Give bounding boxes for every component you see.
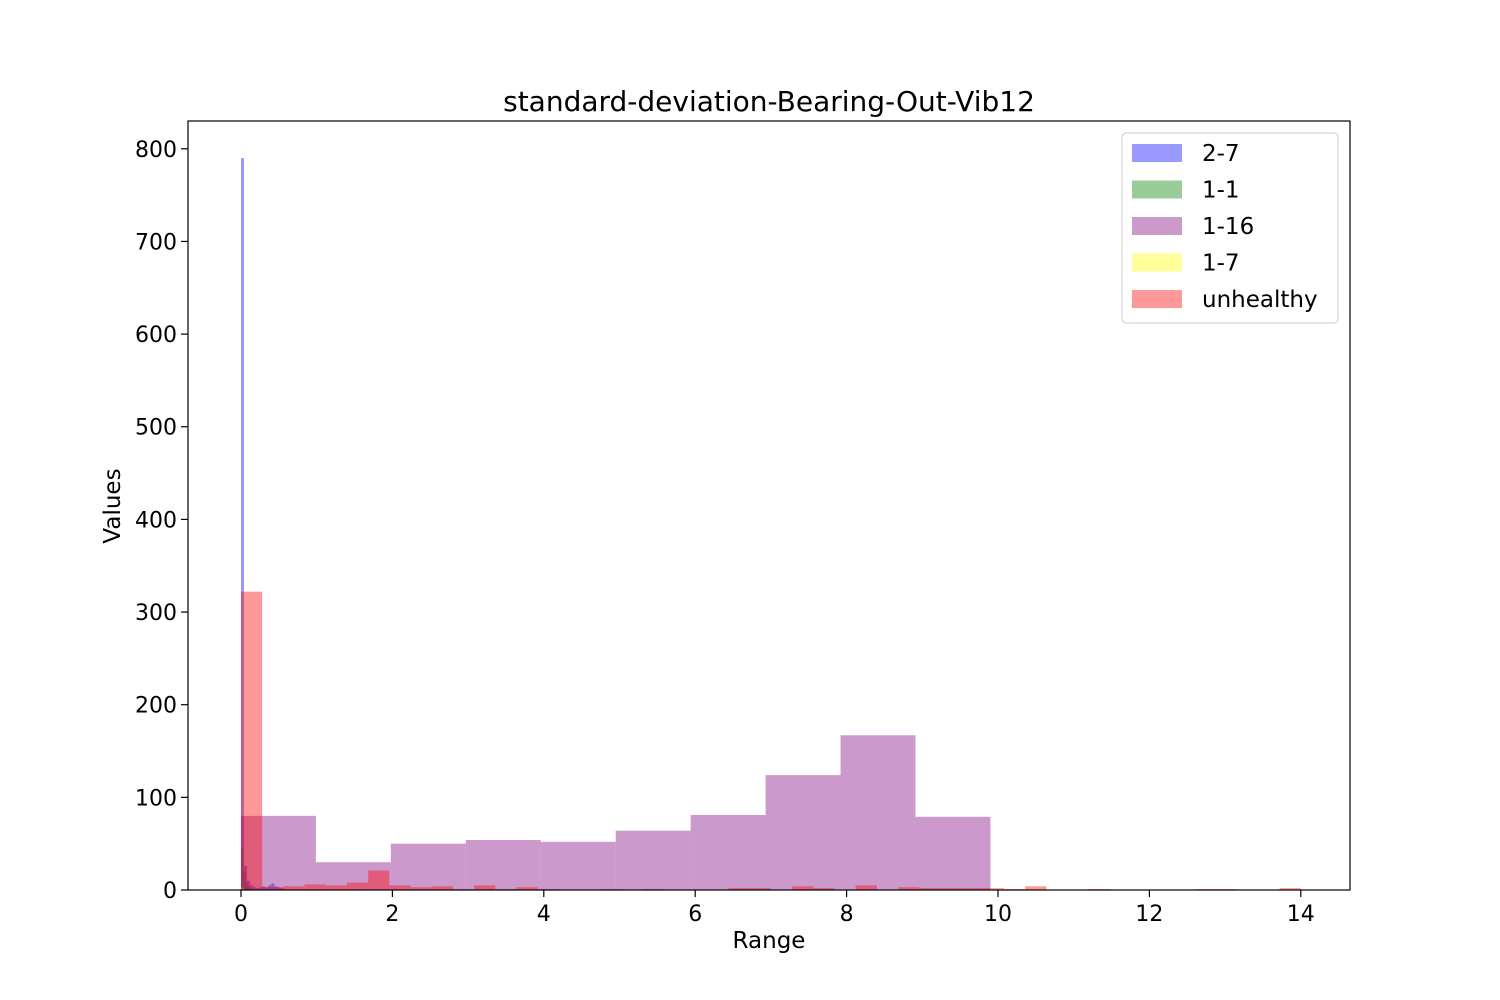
chart-title: standard-deviation-Bearing-Out-Vib12 [503,85,1035,118]
series-1-1 [240,848,253,890]
bar-unhealthy-0 [240,591,263,890]
legend-swatch-unhealthy [1132,290,1182,308]
bar-unhealthy-3 [304,884,326,890]
bar-1-16-2 [390,843,466,890]
bar-unhealthy-17 [728,888,750,890]
bar-unhealthy-19 [792,886,814,890]
bar-2-7-4 [253,887,257,890]
y-tick-label: 800 [135,138,177,163]
y-axis-label: Values [100,468,126,543]
bar-1-7-1 [242,888,245,890]
y-tick-label: 200 [135,694,177,719]
bars-layer [240,158,1301,890]
bar-1-16-0 [240,815,316,890]
x-tick-label: 10 [984,902,1012,927]
plot-frame [187,120,1351,891]
bar-unhealthy-21 [855,885,877,890]
bar-1-16-1 [315,862,391,890]
bar-1-1-4 [250,888,253,890]
bar-unhealthy-28 [1025,886,1047,890]
bar-unhealthy-1 [262,887,284,890]
legend-box [1121,132,1339,324]
bar-1-1-0 [240,848,244,890]
series-1-16 [240,735,991,890]
bar-2-7-10 [271,883,275,890]
bar-2-7-3 [250,885,254,890]
bar-unhealthy-11 [474,885,496,890]
bar-unhealthy-7 [389,885,411,890]
series-2-7 [240,158,284,890]
bar-unhealthy-13 [516,887,538,890]
bar-1-16-8 [840,735,916,890]
legend-swatch-2-7 [1132,144,1182,162]
y-tick-label: 0 [163,879,177,904]
bar-2-7-6 [259,887,263,890]
legend-label-1-1: 1-1 [1202,178,1240,204]
bar-unhealthy-26 [982,888,1005,890]
y-tick-label: 300 [135,601,177,626]
bar-2-7-7 [262,886,266,890]
bar-unhealthy-20 [813,888,835,890]
bar-unhealthy-32 [1279,888,1301,890]
bar-1-7-0 [240,887,243,890]
bar-2-7-1 [244,865,248,890]
bar-2-7-2 [247,880,251,890]
series-1-7 [240,887,245,890]
bar-2-7-9 [268,885,272,890]
bar-2-7-12 [277,887,281,890]
bar-unhealthy-5 [346,882,369,890]
y-axis-ticks: 0 100 200 300 400 500 600 700 800 [135,138,188,904]
y-tick-label: 100 [135,786,177,811]
bar-1-16-3 [465,839,541,890]
bar-unhealthy-25 [961,888,983,890]
bar-1-1-2 [245,882,248,890]
bar-2-7-8 [265,887,269,890]
bar-unhealthy-8 [410,887,432,890]
x-tick-label: 2 [385,902,399,927]
bar-unhealthy-24 [940,888,962,890]
x-axis-ticks: 0 2 4 6 8 10 12 14 [234,890,1315,927]
y-tick-label: 600 [135,323,177,348]
bar-2-7-5 [256,888,260,890]
legend-swatch-1-1 [1132,180,1182,199]
legend-items: 2-7 1-1 1-16 1-7 unhealthy [1132,141,1318,313]
x-tick-label: 6 [688,902,702,927]
bar-1-16-9 [915,816,991,890]
legend-label-1-16: 1-16 [1202,214,1254,240]
bar-unhealthy-9 [431,886,453,890]
bar-unhealthy-6 [368,870,390,890]
legend-label-unhealthy: unhealthy [1202,287,1318,313]
y-tick-label: 700 [135,230,177,255]
bar-2-7-11 [274,886,278,890]
x-tick-label: 14 [1287,902,1315,927]
x-tick-label: 8 [840,902,854,927]
bar-unhealthy-2 [283,886,305,890]
legend-label-1-7: 1-7 [1202,251,1240,277]
bar-unhealthy-22 [898,887,920,890]
legend-swatch-1-7 [1132,253,1182,272]
x-tick-label: 12 [1135,902,1163,927]
y-tick-label: 400 [135,508,177,533]
legend: 2-7 1-1 1-16 1-7 unhealthy [1121,132,1339,324]
bar-1-1-1 [243,871,246,890]
x-tick-label: 0 [234,902,248,927]
bar-1-16-7 [765,775,841,890]
bar-unhealthy-4 [325,885,347,890]
bar-2-7-13 [280,888,284,890]
bar-1-16-6 [690,814,766,890]
y-tick-label: 500 [135,416,177,441]
legend-label-2-7: 2-7 [1202,141,1240,167]
bar-1-1-3 [247,886,251,890]
bar-1-16-4 [540,841,616,890]
x-axis-label: Range [733,928,806,954]
bar-2-7-0 [240,158,245,890]
bar-1-16-5 [615,830,691,890]
bar-unhealthy-23 [919,888,941,890]
x-tick-label: 4 [537,902,551,927]
legend-swatch-1-16 [1132,217,1182,235]
bar-unhealthy-18 [749,888,771,890]
